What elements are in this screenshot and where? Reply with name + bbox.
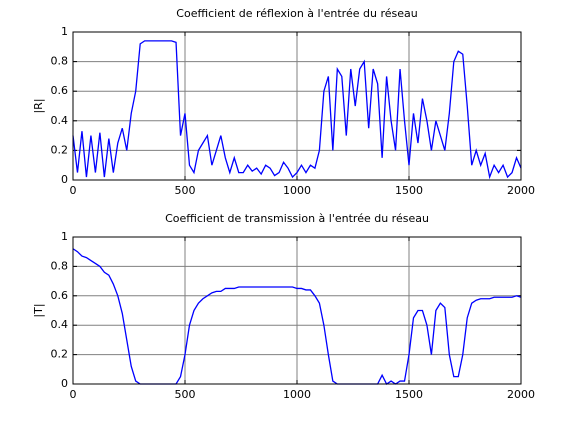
- x-tick-label: 2000: [507, 388, 535, 401]
- y-tick-label: 0: [61, 377, 68, 390]
- chart-title: Coefficient de transmission à l'entrée d…: [165, 212, 429, 225]
- y-tick-label: 0.4: [51, 114, 69, 127]
- x-tick-label: 500: [175, 388, 196, 401]
- y-axis-label: |R|: [32, 98, 45, 113]
- y-tick-label: 0.4: [51, 318, 69, 331]
- chart-title: Coefficient de réflexion à l'entrée du r…: [176, 7, 417, 20]
- data-line: [72, 40, 522, 180]
- y-tick-label: 1: [61, 230, 68, 243]
- plot-frame: [72, 31, 522, 181]
- x-tick-label: 0: [70, 184, 77, 197]
- x-tick-label: 1000: [283, 388, 311, 401]
- x-tick-label: 1500: [395, 184, 423, 197]
- y-tick-label: 0: [61, 173, 68, 186]
- y-tick-label: 0.6: [51, 84, 69, 97]
- x-tick-label: 0: [70, 388, 77, 401]
- y-axis-label: |T|: [32, 303, 45, 317]
- y-tick-label: 1: [61, 25, 68, 38]
- x-tick-label: 1000: [283, 184, 311, 197]
- y-tick-label: 0.6: [51, 289, 69, 302]
- x-tick-label: 500: [175, 184, 196, 197]
- y-tick-label: 0.2: [51, 143, 69, 156]
- y-tick-label: 0.2: [51, 348, 69, 361]
- x-tick-label: 2000: [507, 184, 535, 197]
- plot-frame: [72, 236, 522, 385]
- y-tick-label: 0.8: [51, 55, 69, 68]
- x-tick-label: 1500: [395, 388, 423, 401]
- y-tick-label: 0.8: [51, 259, 69, 272]
